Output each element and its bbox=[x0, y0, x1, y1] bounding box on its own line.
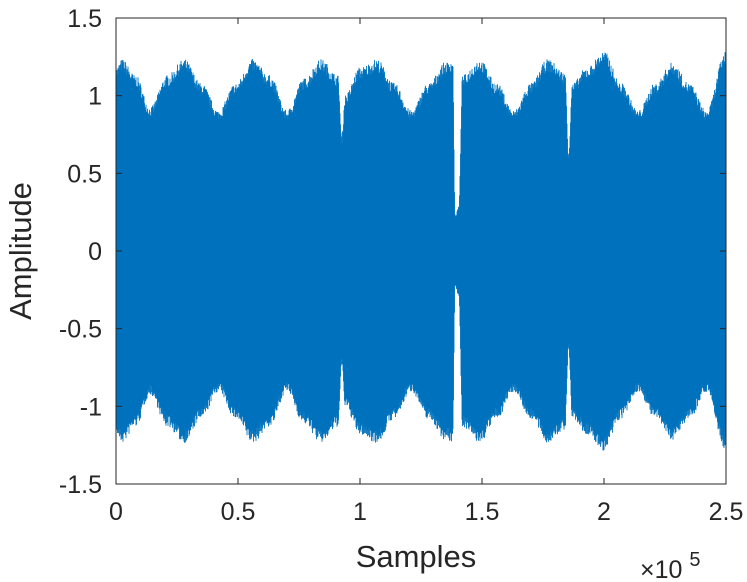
y-tick-label: 0 bbox=[88, 238, 102, 266]
y-tick-label: -1.5 bbox=[59, 471, 102, 499]
x-tick-label: 1 bbox=[353, 498, 367, 526]
y-axis-ticks: -1.5 -1 -0.5 0 0.5 1 1.5 bbox=[59, 5, 726, 499]
x-tick-label: 0.5 bbox=[221, 498, 256, 526]
x-axis-title: Samples bbox=[356, 539, 477, 574]
x-tick-label: 2.5 bbox=[709, 498, 744, 526]
signal-waveform bbox=[115, 52, 727, 451]
y-tick-label: 1.5 bbox=[67, 5, 102, 33]
signal-series bbox=[115, 52, 727, 451]
x-axis-ticks: 0 0.5 1 1.5 2 2.5 bbox=[109, 18, 743, 526]
x-tick-label: 2 bbox=[597, 498, 611, 526]
y-tick-label: -1 bbox=[80, 393, 102, 421]
y-tick-label: 0.5 bbox=[67, 160, 102, 188]
y-tick-label: -0.5 bbox=[59, 316, 102, 344]
y-axis-title: Amplitude bbox=[3, 182, 38, 320]
x-tick-label: 0 bbox=[109, 498, 123, 526]
x-multiplier-exponent: 5 bbox=[689, 549, 700, 571]
x-tick-label: 1.5 bbox=[465, 498, 500, 526]
y-tick-label: 1 bbox=[88, 83, 102, 111]
x-axis-multiplier: ×10 5 bbox=[640, 549, 701, 582]
x-multiplier-base: ×10 bbox=[640, 556, 682, 582]
